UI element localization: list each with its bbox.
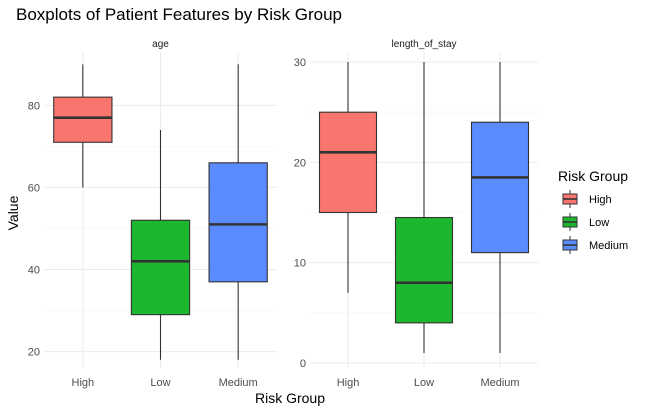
facet-strip-label: age (152, 39, 169, 50)
legend-item-medium: Medium (562, 236, 628, 254)
box-low (394, 62, 454, 353)
iqr-box (470, 121, 530, 254)
y-tick-label: 40 (28, 265, 40, 277)
x-tick-label: Medium (219, 377, 258, 389)
box-high (318, 62, 378, 293)
box-medium (208, 64, 268, 360)
box-medium (470, 62, 530, 353)
x-tick-label: Low (414, 377, 434, 389)
legend-item-high: High (562, 190, 612, 208)
x-tick-label: High (337, 377, 360, 389)
facet-panel-length-of-stay: length_of_stay 0 10 20 30 High Low Medium (294, 39, 538, 389)
iqr-box (394, 216, 454, 324)
iqr-box (318, 111, 378, 214)
iqr-box (130, 219, 191, 316)
x-axis-title: Risk Group (255, 390, 325, 406)
y-tick-label: 10 (294, 258, 306, 270)
iqr-box (208, 162, 268, 283)
y-tick-label: 30 (294, 57, 306, 69)
x-tick-label: Medium (480, 377, 519, 389)
y-tick-label: 20 (28, 347, 40, 359)
legend-label: Low (589, 217, 609, 229)
legend: Risk Group High Low Medium (558, 168, 628, 254)
y-tick-label: 20 (294, 157, 306, 169)
facet-panel-age: age 20 40 60 80 High Low Medium (28, 39, 277, 389)
y-tick-label: 60 (28, 182, 40, 194)
x-tick-label: High (72, 377, 95, 389)
legend-item-low: Low (562, 213, 609, 231)
chart-title: Boxplots of Patient Features by Risk Gro… (16, 5, 342, 24)
y-tick-label: 80 (28, 100, 40, 112)
y-axis-title: Value (5, 195, 21, 230)
legend-label: Medium (589, 240, 628, 252)
box-low (130, 129, 191, 360)
legend-title: Risk Group (558, 168, 628, 184)
y-tick-label: 0 (300, 358, 306, 370)
box-high (53, 64, 113, 188)
facet-strip-label: length_of_stay (391, 39, 456, 50)
legend-label: High (589, 194, 612, 206)
x-tick-label: Low (150, 377, 170, 389)
iqr-box (53, 96, 113, 143)
